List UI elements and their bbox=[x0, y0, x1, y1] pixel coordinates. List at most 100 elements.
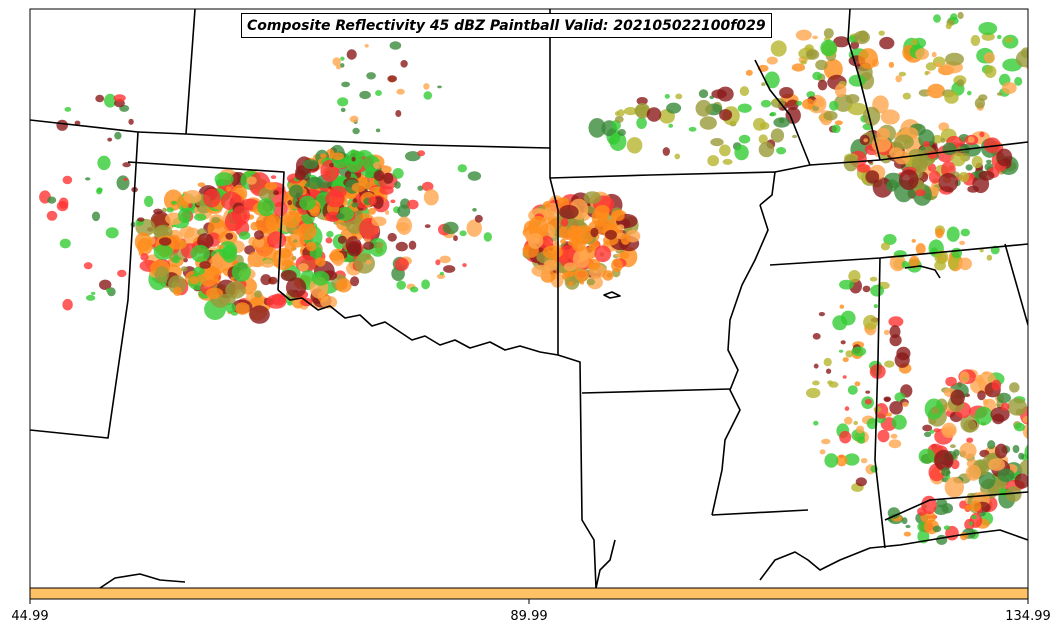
reflectivity-blob bbox=[336, 213, 345, 220]
reflectivity-blob bbox=[410, 286, 419, 293]
reflectivity-blob bbox=[155, 226, 169, 237]
reflectivity-blob bbox=[823, 58, 843, 80]
map-title: Composite Reflectivity 45 dBZ Paintball … bbox=[241, 13, 772, 38]
reflectivity-blob bbox=[134, 232, 152, 252]
reflectivity-blob bbox=[1001, 82, 1017, 94]
reflectivity-blob bbox=[884, 360, 895, 368]
reflectivity-blob bbox=[46, 210, 58, 221]
reflectivity-blob bbox=[1015, 50, 1028, 68]
reflectivity-blob bbox=[294, 169, 306, 181]
reflectivity-blob bbox=[85, 177, 91, 181]
reflectivity-blob bbox=[951, 152, 966, 167]
reflectivity-blob bbox=[865, 390, 871, 394]
reflectivity-blob bbox=[636, 117, 647, 129]
reflectivity-blob bbox=[225, 232, 234, 240]
reflectivity-blob bbox=[586, 278, 596, 286]
reflectivity-blob bbox=[250, 221, 259, 231]
reflectivity-blob bbox=[911, 39, 918, 46]
reflectivity-blob bbox=[813, 420, 819, 426]
reflectivity-blob bbox=[258, 187, 275, 201]
reflectivity-blob bbox=[387, 75, 398, 83]
reflectivity-blob bbox=[337, 97, 349, 107]
reflectivity-blob bbox=[560, 217, 569, 227]
reflectivity-blob bbox=[888, 439, 902, 449]
reflectivity-blob bbox=[364, 44, 369, 48]
reflectivity-blob bbox=[928, 418, 937, 425]
reflectivity-blob bbox=[902, 401, 909, 408]
reflectivity-blob bbox=[889, 253, 906, 272]
reflectivity-blob bbox=[170, 281, 179, 289]
reflectivity-blob bbox=[417, 185, 424, 191]
reflectivity-blob bbox=[905, 524, 911, 529]
reflectivity-blob bbox=[179, 225, 195, 239]
reflectivity-blob bbox=[890, 433, 898, 439]
reflectivity-blob bbox=[844, 453, 860, 466]
reflectivity-blob bbox=[957, 11, 964, 20]
reflectivity-blob bbox=[917, 507, 927, 516]
reflectivity-blob bbox=[812, 380, 820, 386]
reflectivity-blob bbox=[812, 35, 818, 40]
reflectivity-blob bbox=[183, 190, 202, 204]
reflectivity-blob bbox=[820, 39, 837, 57]
reflectivity-blob bbox=[996, 92, 1003, 96]
reflectivity-blob bbox=[891, 414, 907, 430]
reflectivity-blob bbox=[1000, 402, 1010, 411]
reflectivity-blob bbox=[423, 83, 430, 90]
reflectivity-blob bbox=[873, 304, 878, 309]
reflectivity-blob bbox=[617, 129, 626, 136]
reflectivity-blob bbox=[941, 467, 951, 477]
reflectivity-blob bbox=[842, 375, 847, 379]
reflectivity-blob bbox=[421, 279, 430, 290]
reflectivity-blob bbox=[609, 132, 627, 151]
reflectivity-blob bbox=[282, 210, 301, 229]
reflectivity-blob bbox=[786, 99, 799, 111]
reflectivity-blob bbox=[331, 152, 345, 161]
reflectivity-blob bbox=[293, 239, 298, 243]
reflectivity-blob bbox=[844, 406, 850, 411]
reflectivity-blob bbox=[347, 242, 362, 257]
reflectivity-blob bbox=[385, 210, 390, 215]
reflectivity-blob bbox=[617, 224, 625, 230]
reflectivity-blob bbox=[462, 263, 467, 268]
reflectivity-blob bbox=[773, 98, 779, 104]
reflectivity-blob bbox=[394, 181, 401, 189]
reflectivity-blob bbox=[938, 173, 959, 193]
reflectivity-blob bbox=[62, 175, 73, 185]
reflectivity-blob bbox=[559, 204, 579, 220]
reflectivity-blob bbox=[883, 234, 897, 245]
reflectivity-blob bbox=[668, 123, 674, 128]
reflectivity-blob bbox=[931, 51, 937, 58]
reflectivity-blob bbox=[802, 98, 815, 110]
reflectivity-blob bbox=[162, 207, 167, 213]
reflectivity-blob bbox=[62, 298, 73, 311]
reflectivity-blob bbox=[351, 182, 366, 193]
reflectivity-blob bbox=[366, 174, 372, 179]
reflectivity-blob bbox=[840, 310, 856, 326]
reflectivity-blob bbox=[107, 137, 113, 142]
reflectivity-blob bbox=[472, 208, 477, 212]
reflectivity-blob bbox=[439, 271, 444, 276]
reflectivity-blob bbox=[439, 255, 451, 264]
reflectivity-blob bbox=[1022, 423, 1028, 440]
reflectivity-blob bbox=[847, 385, 858, 395]
reflectivity-blob bbox=[865, 170, 880, 184]
reflectivity-blob bbox=[264, 182, 278, 191]
reflectivity-blob bbox=[99, 279, 112, 290]
reflectivity-blob bbox=[969, 521, 974, 526]
reflectivity-blob bbox=[95, 94, 105, 103]
reflectivity-blob bbox=[926, 91, 932, 95]
reflectivity-blob bbox=[688, 126, 697, 132]
reflectivity-blob bbox=[260, 274, 272, 286]
reflectivity-blob bbox=[758, 141, 775, 158]
reflectivity-blob bbox=[834, 120, 843, 126]
reflectivity-blob bbox=[563, 262, 577, 272]
reflectivity-blob bbox=[371, 216, 387, 227]
reflectivity-blob bbox=[958, 171, 970, 183]
reflectivity-blob bbox=[699, 116, 717, 130]
reflectivity-blob bbox=[528, 215, 549, 239]
reflectivity-blob bbox=[943, 525, 951, 530]
reflectivity-blob bbox=[889, 325, 901, 339]
reflectivity-blob bbox=[255, 213, 277, 234]
reflectivity-blob bbox=[982, 399, 989, 405]
reflectivity-blob bbox=[823, 28, 834, 39]
